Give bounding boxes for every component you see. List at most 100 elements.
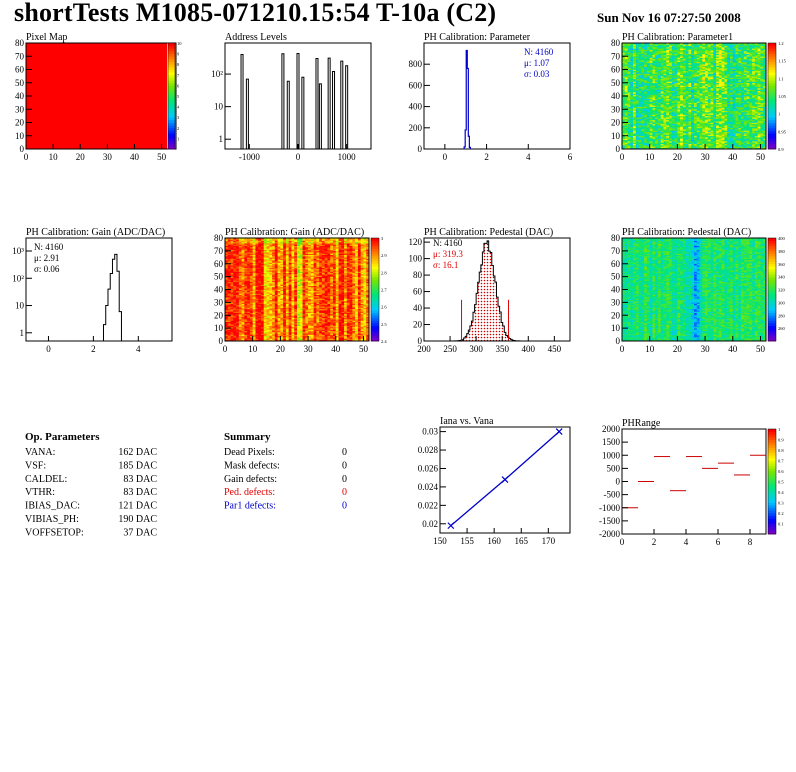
heatmap-cell	[680, 78, 684, 81]
heatmap-cell	[666, 135, 670, 138]
heatmap-cell	[666, 146, 670, 148]
heatmap-cell	[646, 92, 650, 94]
heatmap-cell	[671, 131, 675, 134]
heatmap-cell	[680, 45, 684, 48]
colorbar-segment	[768, 98, 776, 102]
heatmap-cell	[680, 145, 684, 147]
heatmap-cell	[655, 84, 659, 86]
heatmap-cell	[680, 65, 684, 68]
heatmap-cell	[622, 106, 626, 109]
heatmap-cell	[630, 68, 634, 70]
heatmap-cell	[635, 73, 639, 76]
heatmap-cell	[624, 107, 628, 110]
heatmap-cell	[627, 130, 631, 133]
heatmap-cell	[674, 97, 678, 99]
heatmap-cell	[624, 121, 628, 123]
heatmap-cell	[677, 72, 681, 74]
heatmap-cell	[660, 143, 664, 146]
heatmap-cell	[658, 45, 662, 48]
colorbar-label: 9	[177, 52, 180, 57]
heatmap-cell	[630, 82, 634, 85]
heatmap-cell	[663, 106, 667, 109]
x-tick-label: 40	[130, 152, 140, 162]
y-tick-label: 70	[611, 51, 621, 61]
colorbar-segment	[168, 135, 175, 139]
heatmap-cell	[677, 143, 681, 146]
colorbar-segment	[168, 69, 175, 73]
heatmap-cell	[624, 117, 628, 119]
colorbar-segment	[168, 66, 175, 70]
heatmap-cell	[663, 89, 667, 92]
heatmap-cell	[630, 89, 634, 92]
heatmap-cell	[641, 88, 645, 90]
heatmap-cell	[644, 110, 648, 113]
heatmap-cell	[674, 110, 678, 113]
heatmap-cell	[674, 46, 678, 49]
heatmap-cell	[674, 142, 678, 145]
heatmap-cell	[669, 118, 673, 121]
heatmap-cell	[671, 57, 675, 60]
heatmap-cell	[627, 77, 631, 80]
heatmap-cell	[622, 73, 626, 76]
heatmap-cell	[646, 98, 650, 101]
heatmap-cell	[649, 125, 653, 127]
heatmap-cell	[671, 68, 675, 70]
heatmap-cell	[641, 53, 645, 56]
heatmap-cell	[630, 134, 634, 137]
heatmap-cell	[677, 106, 681, 109]
heatmap-cell	[633, 69, 637, 72]
heatmap-cell	[641, 85, 645, 88]
heatmap-cell	[652, 134, 656, 137]
heatmap-cell	[652, 69, 656, 72]
heatmap-cell	[646, 103, 650, 106]
heatmap-cell	[635, 101, 639, 103]
heatmap-cell	[677, 142, 681, 145]
heatmap-cell	[633, 68, 637, 70]
heatmap-cell	[677, 114, 681, 117]
heatmap-cell	[644, 53, 648, 56]
heatmap-cell	[669, 96, 673, 98]
heatmap-cell	[638, 118, 642, 121]
heatmap-cell	[655, 105, 659, 107]
heatmap-cell	[646, 101, 650, 103]
heatmap-cell	[666, 82, 670, 85]
colorbar-segment	[168, 48, 175, 52]
heatmap-cell	[635, 57, 639, 60]
heatmap-cell	[646, 139, 650, 142]
heatmap-cell	[646, 137, 650, 139]
heatmap-cell	[655, 50, 659, 53]
heatmap-cell	[655, 64, 659, 66]
heatmap-cell	[655, 72, 659, 74]
heatmap-cell	[644, 82, 648, 85]
heatmap-cell	[680, 44, 684, 46]
colorbar-segment	[768, 88, 776, 92]
heatmap-cell	[627, 80, 631, 82]
heatmap-cell	[638, 126, 642, 129]
heatmap-cell	[624, 98, 628, 101]
heatmap-cell	[622, 57, 626, 60]
heatmap-cell	[680, 81, 684, 84]
heatmap-cell	[671, 98, 675, 101]
heatmap-cell	[658, 138, 662, 141]
heatmap-cell	[652, 85, 656, 88]
heatmap-cell	[660, 65, 664, 68]
heatmap-cell	[624, 133, 628, 135]
heatmap-cell	[666, 65, 670, 68]
heatmap-cell	[677, 85, 681, 88]
heatmap-cell	[660, 137, 664, 139]
heatmap-cell	[655, 147, 659, 150]
heatmap-cell	[630, 58, 634, 61]
heatmap-cell	[652, 105, 656, 107]
heatmap-cell	[641, 126, 645, 129]
heatmap-cell	[646, 133, 650, 135]
heatmap-cell	[674, 101, 678, 103]
heatmap-cell	[633, 82, 637, 85]
heatmap-cell	[663, 60, 667, 62]
heatmap-cell	[633, 127, 637, 130]
heatmap-cell	[671, 73, 675, 76]
heatmap-cell	[677, 125, 681, 127]
heatmap-cell	[633, 109, 637, 111]
heatmap-cell	[641, 89, 645, 92]
heatmap-cell	[624, 135, 628, 138]
heatmap-cell	[622, 114, 626, 117]
